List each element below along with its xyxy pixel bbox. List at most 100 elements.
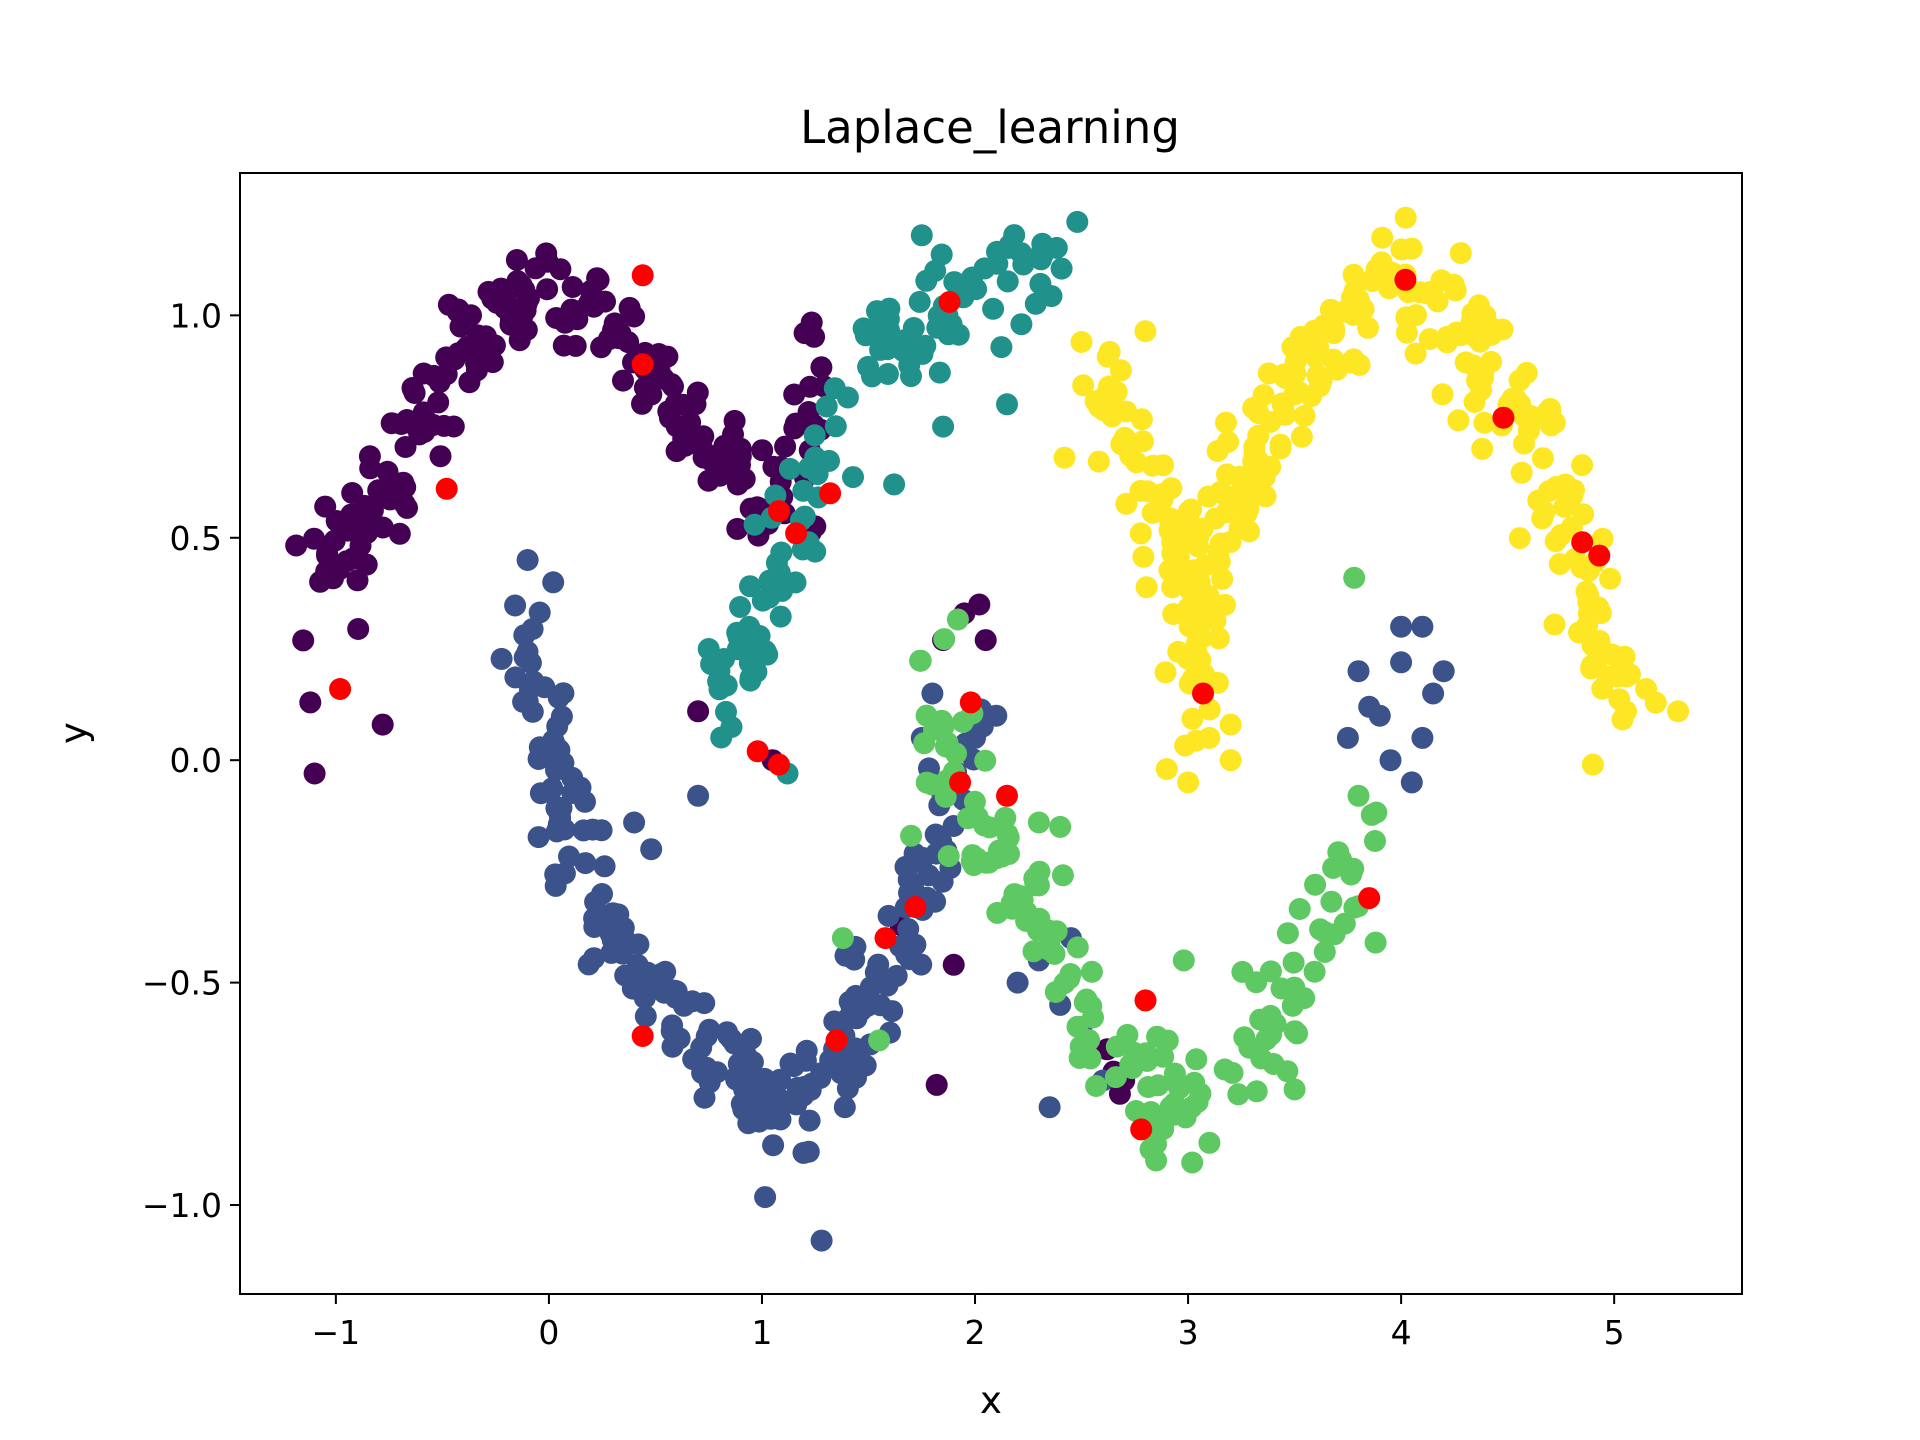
data-point — [1432, 660, 1455, 683]
data-point — [835, 1048, 857, 1071]
data-point — [1082, 1006, 1104, 1029]
data-point — [1145, 1149, 1168, 1172]
data-point — [917, 864, 940, 887]
y-tick-label: −0.5 — [142, 964, 222, 1003]
data-point — [1141, 501, 1164, 524]
data-point — [1293, 404, 1316, 427]
data-point — [845, 1007, 868, 1030]
data-point — [1159, 1096, 1182, 1119]
data-point — [1411, 726, 1434, 749]
data-point — [1129, 522, 1152, 545]
data-point — [1187, 535, 1210, 558]
data-point — [1085, 1075, 1108, 1097]
data-point — [990, 336, 1013, 359]
data-point — [1364, 830, 1386, 852]
labeled-point — [825, 1029, 848, 1052]
data-point — [1040, 285, 1063, 308]
data-point — [600, 941, 623, 964]
data-point — [1611, 708, 1634, 731]
data-point — [1001, 897, 1024, 920]
data-point — [1400, 237, 1423, 260]
data-point — [909, 649, 932, 672]
data-point — [516, 549, 539, 571]
data-point — [1581, 753, 1604, 776]
data-point — [1591, 527, 1614, 550]
chart-title: Laplace_learning — [800, 101, 1180, 154]
data-point — [1509, 393, 1532, 416]
data-point — [545, 759, 567, 782]
data-point — [715, 700, 737, 723]
data-point — [824, 415, 847, 438]
x-axis-label: x — [980, 1379, 1002, 1422]
data-point — [618, 296, 641, 319]
data-point — [1066, 210, 1089, 233]
data-point — [1198, 1131, 1221, 1154]
data-point — [1572, 503, 1595, 526]
data-point — [754, 1186, 777, 1209]
data-point — [359, 457, 382, 480]
data-point — [903, 334, 926, 357]
data-point — [729, 596, 752, 618]
data-point — [726, 517, 749, 540]
data-point — [1141, 454, 1164, 477]
data-point — [687, 700, 710, 723]
data-point — [1137, 1076, 1160, 1098]
data-point — [681, 990, 704, 1013]
data-point — [1571, 454, 1594, 477]
data-point — [996, 270, 1019, 293]
data-point — [833, 1096, 856, 1119]
labeled-point — [949, 771, 972, 794]
data-point — [943, 271, 966, 294]
data-point — [708, 660, 731, 683]
data-point — [1031, 240, 1053, 263]
data-point — [1237, 497, 1260, 520]
data-point — [1080, 960, 1103, 983]
data-point — [815, 395, 838, 418]
data-point — [845, 1066, 867, 1089]
data-point — [1153, 482, 1176, 505]
data-point — [1167, 640, 1190, 663]
data-point — [1181, 707, 1204, 730]
data-point — [877, 904, 900, 927]
data-point — [1467, 294, 1490, 317]
data-point — [1161, 542, 1184, 565]
data-point — [798, 1109, 821, 1132]
data-point — [795, 1039, 818, 1062]
data-point — [778, 457, 801, 480]
data-point — [314, 495, 337, 518]
data-point — [925, 1073, 948, 1096]
data-point — [1342, 304, 1365, 326]
data-point — [1394, 206, 1417, 229]
data-point — [1513, 432, 1536, 455]
data-point — [910, 224, 933, 247]
data-point — [834, 944, 857, 967]
data-point — [1395, 321, 1418, 344]
data-point — [726, 473, 749, 496]
data-point — [869, 994, 892, 1017]
series-3 — [831, 566, 1388, 1174]
data-point — [800, 1072, 823, 1095]
data-point — [593, 855, 616, 878]
data-point — [1209, 532, 1232, 555]
data-point — [449, 315, 472, 338]
data-point — [394, 476, 417, 499]
data-point — [1339, 351, 1362, 374]
data-point — [686, 381, 709, 404]
data-point — [740, 1027, 762, 1050]
data-point — [316, 542, 339, 565]
data-point — [1596, 665, 1619, 688]
data-point — [710, 726, 733, 749]
data-point — [968, 593, 991, 616]
data-point — [1370, 251, 1393, 274]
data-point — [657, 400, 680, 423]
labeled-point — [1192, 682, 1214, 705]
data-point — [1390, 651, 1413, 674]
data-point — [996, 823, 1019, 845]
data-point — [536, 250, 559, 273]
data-point — [942, 953, 965, 976]
data-point — [739, 669, 762, 692]
data-point — [647, 343, 670, 365]
data-point — [1365, 801, 1388, 824]
data-point — [1105, 1035, 1128, 1058]
